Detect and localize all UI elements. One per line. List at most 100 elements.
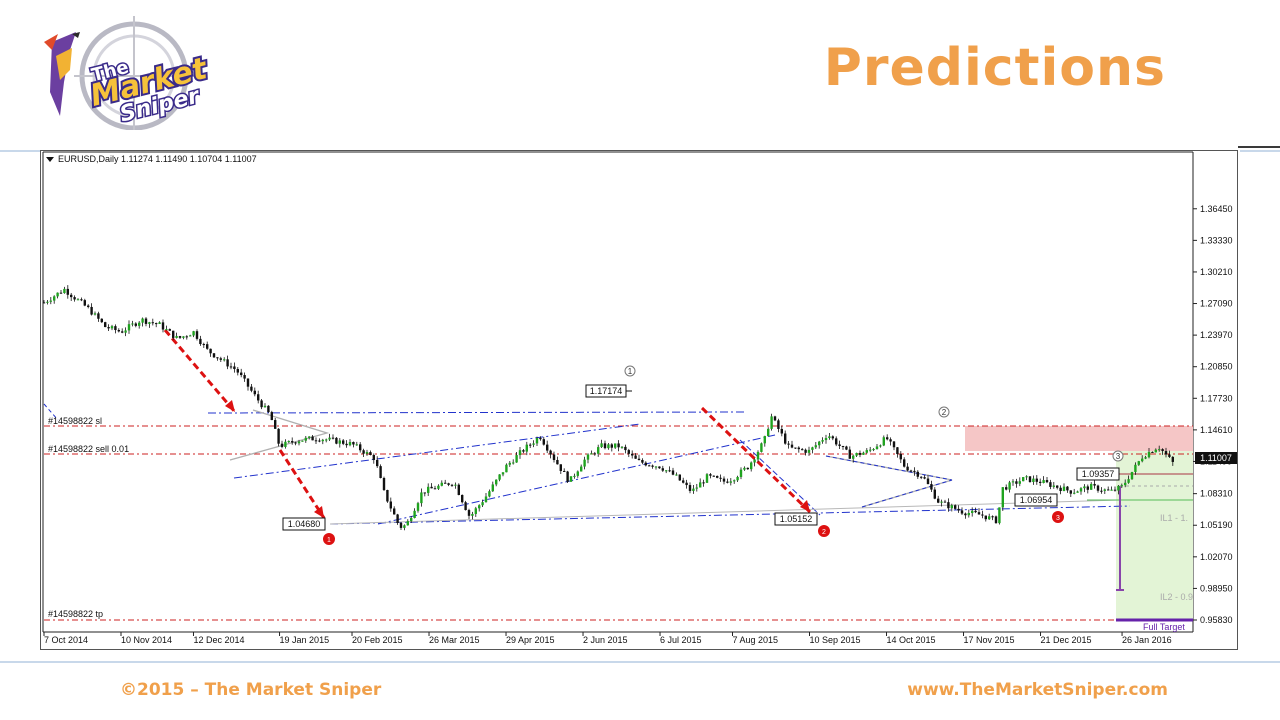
y-tick-label: 0.95830	[1200, 615, 1233, 625]
candle-body	[991, 516, 994, 518]
candle-body	[882, 437, 885, 446]
arrow-head-3	[800, 500, 810, 512]
candle-body	[685, 482, 688, 486]
price-label-target-2: 1.06954	[1014, 493, 1058, 507]
x-tick-label: 14 Oct 2015	[887, 635, 936, 645]
candle-body	[325, 439, 328, 441]
candle-body	[607, 444, 610, 449]
candle-body	[648, 465, 651, 467]
candle-body	[389, 501, 392, 509]
candle-body	[797, 447, 800, 450]
dropdown-arrow-icon	[46, 157, 54, 162]
candle-body	[654, 466, 658, 468]
candle-body	[1042, 480, 1045, 483]
candle-body	[841, 445, 845, 447]
candle-body	[872, 449, 875, 451]
x-tick-label: 26 Jan 2016	[1122, 635, 1172, 645]
candle-body	[926, 478, 930, 485]
candle-body	[593, 453, 596, 455]
candle-body	[430, 486, 433, 489]
svg-text:1: 1	[628, 367, 633, 376]
candle-body	[923, 477, 926, 479]
candle-body	[87, 305, 90, 307]
footer-website-link[interactable]: www.TheMarketSniper.com	[907, 680, 1168, 700]
price-candles	[42, 285, 1174, 531]
candle-body	[576, 471, 579, 476]
svg-text:1.17174: 1.17174	[590, 386, 623, 396]
candle-body	[950, 505, 953, 509]
candle-body	[498, 474, 501, 480]
candle-body	[750, 462, 753, 470]
candle-body	[76, 299, 80, 301]
candle-body	[1076, 491, 1079, 493]
candle-body	[175, 336, 178, 338]
candle-body	[889, 439, 892, 442]
candle-body	[597, 447, 600, 454]
candle-body	[835, 438, 838, 445]
candle-body	[66, 288, 69, 295]
candle-body	[345, 443, 348, 446]
candle-body	[192, 331, 195, 336]
candle-body	[1001, 487, 1004, 508]
candle-body	[206, 344, 209, 349]
candle-body	[423, 492, 426, 494]
candle-body	[253, 390, 256, 395]
candle-body	[1113, 489, 1117, 491]
x-tick-label: 12 Dec 2014	[193, 635, 244, 645]
price-label-low-2: 1.05152	[774, 512, 818, 526]
candle-body	[257, 394, 260, 401]
candle-body	[838, 444, 841, 446]
candle-body	[1134, 464, 1137, 472]
candle-body	[818, 441, 821, 446]
candle-body	[416, 503, 420, 511]
arrow-head-2	[314, 506, 324, 518]
candle-body	[824, 438, 828, 441]
candle-body	[338, 440, 341, 444]
candle-body	[518, 450, 522, 456]
candle-body	[138, 322, 141, 326]
candle-body	[600, 443, 603, 448]
candle-body	[1096, 485, 1100, 491]
candle-body	[185, 336, 188, 338]
candle-body	[297, 441, 301, 444]
candle-body	[906, 466, 909, 471]
svg-text:3: 3	[1116, 452, 1121, 461]
x-tick-label: 7 Oct 2014	[44, 635, 88, 645]
candle-body	[93, 313, 97, 315]
candle-body	[794, 447, 797, 449]
candle-body	[801, 449, 804, 451]
x-tick-label: 20 Feb 2015	[352, 635, 403, 645]
target-label-il2: IL2 - 0.9	[1160, 592, 1193, 602]
candle-body	[1005, 487, 1008, 490]
candle-body	[610, 444, 613, 448]
candle-body	[1066, 486, 1069, 491]
y-tick-label: 1.33330	[1200, 235, 1233, 245]
candle-body	[1154, 449, 1157, 453]
candle-body	[1083, 486, 1086, 489]
candle-body	[100, 318, 103, 323]
footer-divider	[0, 661, 1280, 663]
candle-body	[331, 437, 335, 439]
candle-body	[107, 327, 110, 329]
candle-body	[216, 357, 219, 359]
candle-body	[110, 326, 114, 329]
candle-body	[379, 466, 382, 479]
triangle-upper-line	[825, 455, 953, 481]
triangle-pattern-1	[229, 409, 330, 461]
svg-text:1.09357: 1.09357	[1082, 469, 1115, 479]
y-tick-label: 1.20850	[1200, 362, 1233, 372]
candle-body	[168, 329, 171, 331]
x-tick-label: 10 Nov 2014	[121, 635, 172, 645]
candle-body	[386, 489, 389, 502]
candle-body	[294, 442, 297, 444]
header-divider-accent	[1238, 146, 1280, 148]
candle-body	[406, 521, 409, 526]
take-profit-label: #14598822 tp	[48, 609, 103, 619]
candle-body	[410, 518, 413, 522]
candle-body	[440, 482, 443, 486]
candle-body	[59, 292, 63, 294]
current-price-box: 1.11007	[1195, 452, 1237, 464]
candle-body	[250, 386, 253, 391]
candle-body	[1039, 481, 1042, 483]
candle-body	[382, 478, 386, 490]
